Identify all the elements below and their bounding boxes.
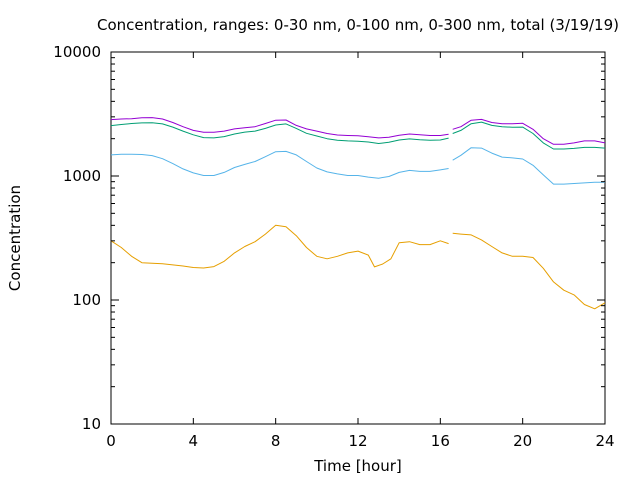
x-tick-label: 16 [431,432,450,450]
y-tick-label: 1000 [63,167,101,185]
chart-title: Concentration, ranges: 0-30 nm, 0-100 nm… [97,16,619,34]
x-tick-label: 0 [106,432,116,450]
y-tick-label: 10000 [53,43,101,61]
x-tick-label: 20 [513,432,532,450]
x-tick-label: 4 [189,432,199,450]
x-tick-label: 12 [348,432,367,450]
y-tick-label: 10 [82,415,101,433]
series-4-line-segment-1 [110,117,449,139]
x-axis-label: Time [hour] [313,457,402,475]
y-tick-label: 100 [72,291,101,309]
series-2-line-segment-2 [452,147,605,185]
series-1-line-segment-1 [110,224,449,269]
plot-area-frame [110,51,606,425]
x-tick-label: 24 [595,432,614,450]
series-4-line-segment-2 [452,118,606,145]
series-layer [110,117,606,310]
series-1-line-segment-2 [452,232,606,310]
series-3-line-segment-1 [110,122,449,144]
x-tick-label: 8 [271,432,281,450]
axis-ticks: 0 4 8 12 16 20 24 10 100 1000 10000 [53,43,614,450]
y-axis-label: Concentration [6,185,24,291]
series-3-line-segment-2 [452,121,606,150]
series-2-line-segment-1 [110,150,449,179]
